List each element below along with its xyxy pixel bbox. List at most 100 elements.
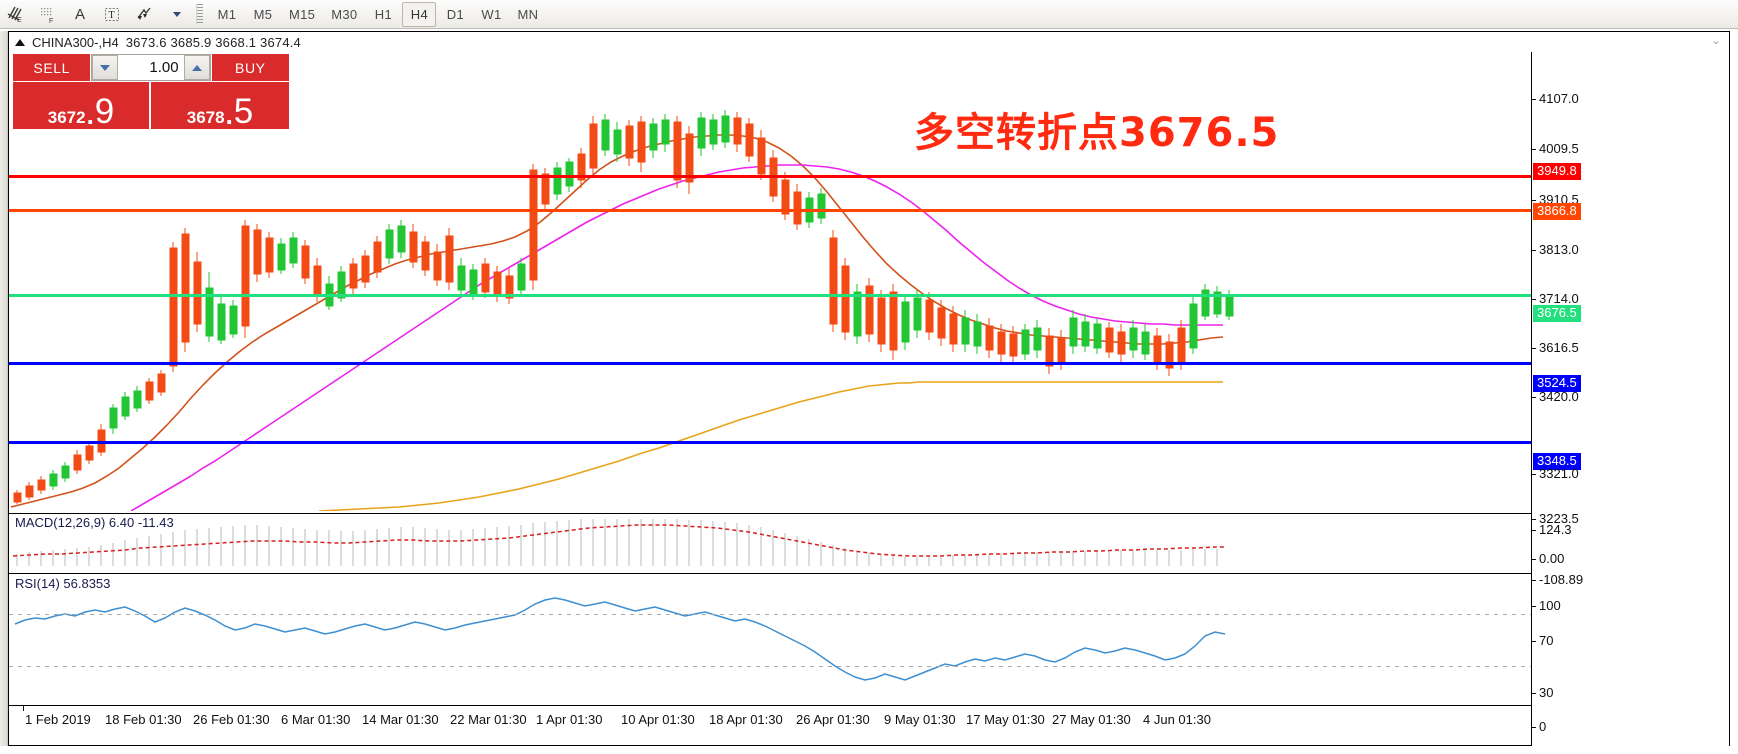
rsi-overbought-gridline bbox=[9, 614, 1531, 615]
trade-panel-top-row: SELL 1.00 BUY bbox=[13, 54, 290, 81]
sell-price-integer: 3672 bbox=[47, 108, 86, 127]
rsi-tick-30: 30 bbox=[1532, 685, 1553, 700]
timeframe-w1[interactable]: W1 bbox=[481, 6, 502, 22]
price-tick-3813: 3813.0 bbox=[1532, 242, 1579, 257]
minimize-icon[interactable]: ⌄ bbox=[1711, 35, 1721, 47]
time-label-5: 22 Mar 01:30 bbox=[450, 712, 527, 727]
timeframe-h4[interactable]: H4 bbox=[402, 1, 437, 27]
rsi-tick-100: 100 bbox=[1532, 598, 1561, 613]
trade-panel-price-row: 3672 . 9 3678 . 5 bbox=[13, 82, 289, 129]
expert-advisors-icon[interactable]: E bbox=[1, 2, 31, 27]
level-line-3949 bbox=[9, 175, 1531, 178]
timeframe-m30[interactable]: M30 bbox=[331, 6, 358, 22]
price-tick-3616: 3616.5 bbox=[1532, 340, 1579, 355]
price-tick-3420: 3420.0 bbox=[1532, 389, 1579, 404]
sell-button[interactable]: SELL bbox=[13, 54, 91, 81]
time-label-8: 18 Apr 01:30 bbox=[709, 712, 783, 727]
chart-annotation-text: 多空转折点3676.5 bbox=[914, 110, 1280, 156]
price-tick-4009: 4009.5 bbox=[1532, 141, 1579, 156]
time-tick-mark bbox=[23, 706, 24, 711]
sell-price-separator: . bbox=[86, 99, 94, 130]
left-scroll-rail[interactable] bbox=[0, 31, 8, 746]
time-label-3: 6 Mar 01:30 bbox=[281, 712, 351, 727]
buy-price-integer: 3678 bbox=[186, 108, 225, 127]
volume-value[interactable]: 1.00 bbox=[149, 59, 179, 76]
objects-icon[interactable] bbox=[129, 2, 159, 27]
svg-text:F: F bbox=[49, 18, 53, 24]
toolbar-divider bbox=[196, 3, 203, 25]
price-tick-3223: 3223.5 bbox=[1532, 511, 1579, 526]
time-label-10: 9 May 01:30 bbox=[884, 712, 956, 727]
macd-label: MACD(12,26,9) 6.40 -11.43 bbox=[15, 515, 174, 530]
price-level-label-3949: 3949.8 bbox=[1533, 163, 1581, 180]
price-level-label-3676: 3676.5 bbox=[1533, 305, 1581, 322]
ma-orange-line bbox=[10, 134, 1224, 508]
rsi-pane[interactable]: RSI(14) 56.8353 bbox=[9, 573, 1531, 704]
buy-price-display[interactable]: 3678 . 5 bbox=[151, 82, 289, 129]
text-box-icon[interactable]: T bbox=[97, 2, 127, 27]
time-label-0: 1 Feb 2019 bbox=[25, 712, 91, 727]
price-level-label-3866: 3866.8 bbox=[1533, 203, 1581, 220]
candlestick-series bbox=[13, 110, 1234, 504]
timeframe-m1[interactable]: M1 bbox=[217, 6, 237, 22]
level-line-3524 bbox=[9, 362, 1531, 365]
time-label-11: 17 May 01:30 bbox=[966, 712, 1045, 727]
macd-chart-svg bbox=[12, 519, 1225, 566]
indicators-icon[interactable]: F bbox=[33, 2, 63, 27]
svg-text:E: E bbox=[17, 17, 22, 24]
rsi-oversold-gridline bbox=[9, 666, 1531, 667]
collapse-triangle-icon[interactable] bbox=[15, 38, 25, 46]
price-tick-4107: 4107.0 bbox=[1532, 91, 1579, 106]
chart-titlebar: CHINA300-,H4 3673.6 3685.9 3668.1 3674.4 bbox=[9, 32, 1729, 52]
price-pane[interactable]: 多空转折点3676.5 bbox=[9, 52, 1531, 511]
level-line-3676 bbox=[9, 294, 1531, 297]
chart-symbol-label: CHINA300-,H4 bbox=[32, 34, 119, 50]
rsi-tick-70: 70 bbox=[1532, 633, 1553, 648]
level-line-3866 bbox=[9, 209, 1531, 212]
timeframe-d1[interactable]: D1 bbox=[446, 6, 465, 22]
one-click-trading-panel: SELL 1.00 BUY 3672 . 9 3678 . 5 bbox=[13, 54, 290, 148]
rsi-label: RSI(14) 56.8353 bbox=[15, 576, 111, 591]
volume-input[interactable]: 1.00 bbox=[91, 54, 211, 81]
macd-signal-line bbox=[12, 524, 1225, 557]
volume-decrement-button[interactable] bbox=[92, 55, 119, 80]
time-label-1: 18 Feb 01:30 bbox=[105, 712, 182, 727]
price-chart-svg bbox=[10, 110, 1234, 511]
macd-histogram bbox=[16, 519, 1218, 566]
buy-price-decimal: 5 bbox=[233, 92, 254, 131]
volume-increment-button[interactable] bbox=[183, 55, 210, 80]
timeframe-m15[interactable]: M15 bbox=[289, 6, 316, 22]
text-label-icon[interactable]: A bbox=[74, 5, 85, 23]
sell-price-display[interactable]: 3672 . 9 bbox=[13, 82, 149, 129]
objects-dropdown-icon[interactable] bbox=[161, 2, 191, 27]
time-label-9: 26 Apr 01:30 bbox=[796, 712, 870, 727]
time-label-12: 27 May 01:30 bbox=[1052, 712, 1131, 727]
price-axis[interactable]: 4107.0 4009.5 3949.8 3910.5 3866.8 3813.… bbox=[1531, 52, 1729, 746]
timeframe-m5[interactable]: M5 bbox=[253, 6, 273, 22]
buy-price-separator: . bbox=[225, 99, 233, 130]
level-line-3348 bbox=[9, 441, 1531, 444]
rsi-line bbox=[14, 597, 1226, 681]
price-level-label-3348: 3348.5 bbox=[1533, 453, 1581, 470]
macd-pane[interactable]: MACD(12,26,9) 6.40 -11.43 bbox=[9, 513, 1531, 572]
macd-tick-max: 124.3 bbox=[1532, 522, 1572, 537]
time-label-2: 26 Feb 01:30 bbox=[193, 712, 270, 727]
macd-tick-zero: 0.00 bbox=[1532, 551, 1564, 566]
rsi-chart-svg bbox=[14, 597, 1226, 681]
sell-price-decimal: 9 bbox=[94, 92, 115, 131]
timeframe-h1[interactable]: H1 bbox=[374, 6, 393, 22]
chart-window: CHINA300-,H4 3673.6 3685.9 3668.1 3674.4… bbox=[8, 31, 1730, 746]
buy-button[interactable]: BUY bbox=[211, 54, 290, 81]
ma-gold-line bbox=[318, 381, 1223, 511]
timeframe-mn[interactable]: MN bbox=[517, 6, 539, 22]
price-tick-3321: 3321.0 bbox=[1532, 466, 1579, 481]
main-toolbar: E F A T bbox=[0, 0, 1738, 29]
time-axis: 1 Feb 2019 18 Feb 01:30 26 Feb 01:30 6 M… bbox=[9, 705, 1531, 746]
price-level-label-3524: 3524.5 bbox=[1533, 375, 1581, 392]
time-label-13: 4 Jun 01:30 bbox=[1143, 712, 1211, 727]
price-tick-3714: 3714.0 bbox=[1532, 291, 1579, 306]
macd-tick-min: -108.89 bbox=[1532, 572, 1583, 587]
time-label-6: 1 Apr 01:30 bbox=[536, 712, 603, 727]
time-label-7: 10 Apr 01:30 bbox=[621, 712, 695, 727]
time-label-4: 14 Mar 01:30 bbox=[362, 712, 439, 727]
